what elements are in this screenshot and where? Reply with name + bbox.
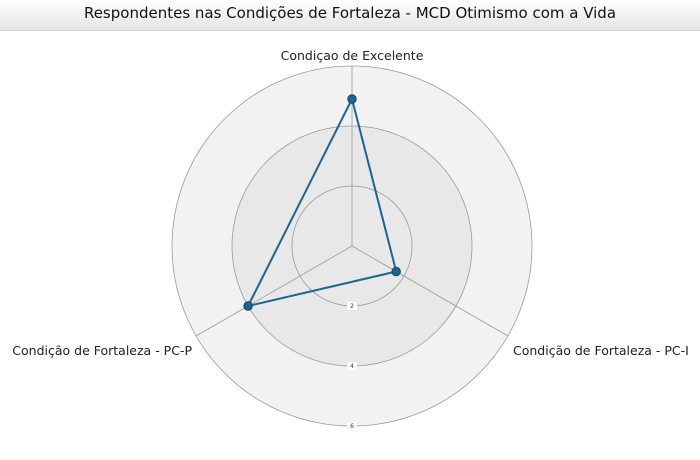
axis-label-1: Condiçao de Excelente [281, 48, 424, 63]
tick-label-4: 4 [350, 363, 354, 370]
data-point-3 [244, 302, 252, 310]
axis-label-2: Condição de Fortaleza - PC-I [513, 343, 689, 358]
tick-label-6: 6 [350, 423, 354, 430]
axis-label-3: Condição de Fortaleza - PC-P [12, 343, 192, 358]
data-point-1 [348, 95, 356, 103]
data-point-2 [392, 267, 400, 275]
tick-label-2: 2 [350, 303, 354, 310]
